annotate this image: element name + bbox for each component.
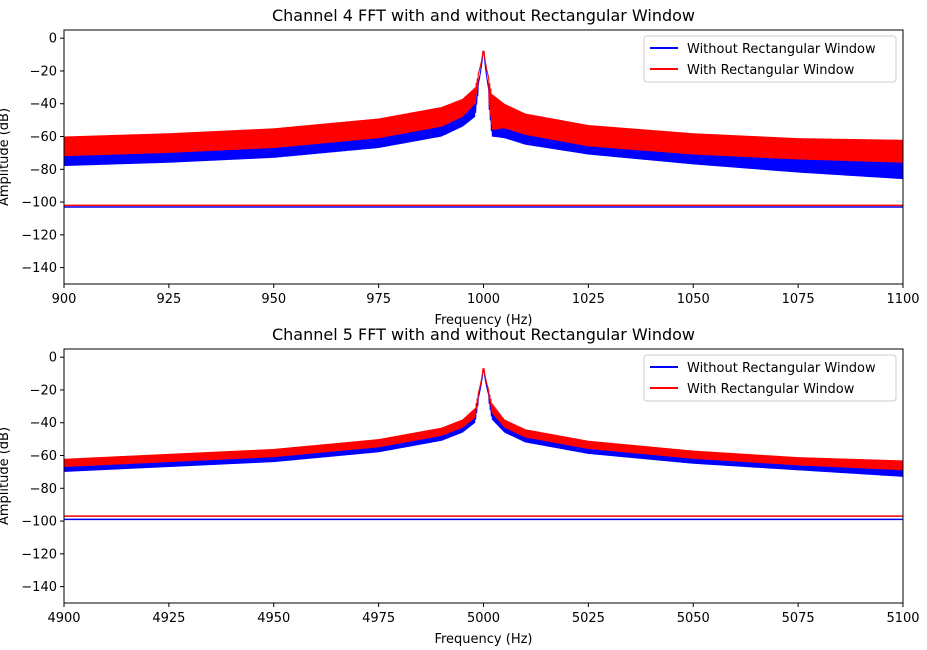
y-tick-label: 0 xyxy=(49,351,57,366)
x-tick-label: 1000 xyxy=(467,292,500,307)
series-line xyxy=(64,368,903,471)
y-axis-label: Amplitude (dB) xyxy=(0,427,12,525)
y-tick-label: −20 xyxy=(30,383,57,398)
legend-entry: With Rectangular Window xyxy=(687,63,855,78)
x-axis-label: Frequency (Hz) xyxy=(434,632,532,647)
y-tick-label: −140 xyxy=(21,261,57,276)
legend-entry: With Rectangular Window xyxy=(687,382,855,397)
x-tick-label: 5000 xyxy=(467,611,500,626)
subplot-channel-5: Channel 5 FFT with and without Rectangul… xyxy=(0,325,920,647)
y-axis-label: Amplitude (dB) xyxy=(0,108,12,206)
y-tick-label: 0 xyxy=(49,32,57,47)
y-tick-label: −120 xyxy=(21,228,57,243)
y-tick-label: −80 xyxy=(30,163,57,178)
x-tick-label: 4925 xyxy=(152,611,185,626)
x-axis-label: Frequency (Hz) xyxy=(434,313,532,328)
legend-box xyxy=(643,35,897,83)
x-tick-label: 5025 xyxy=(572,611,605,626)
subplot-channel-4: Channel 4 FFT with and without Rectangul… xyxy=(0,6,920,328)
x-tick-label: 4975 xyxy=(362,611,395,626)
series-line xyxy=(64,50,903,163)
y-tick-label: −120 xyxy=(21,547,57,562)
y-tick-label: −100 xyxy=(21,196,57,211)
chart-title: Channel 4 FFT with and without Rectangul… xyxy=(272,6,695,25)
y-tick-label: −40 xyxy=(30,97,57,112)
x-tick-label: 925 xyxy=(156,292,181,307)
x-tick-label: 5100 xyxy=(886,611,919,626)
x-tick-label: 900 xyxy=(52,292,77,307)
chart-title: Channel 5 FFT with and without Rectangul… xyxy=(272,325,695,344)
x-tick-label: 5075 xyxy=(782,611,815,626)
y-tick-label: −100 xyxy=(21,515,57,530)
x-tick-label: 1025 xyxy=(572,292,605,307)
x-tick-label: 1050 xyxy=(677,292,710,307)
y-tick-label: −80 xyxy=(30,482,57,497)
series-line xyxy=(64,369,903,477)
x-tick-label: 1075 xyxy=(782,292,815,307)
y-tick-label: −140 xyxy=(21,580,57,595)
legend-box xyxy=(643,354,897,402)
legend-entry: Without Rectangular Window xyxy=(687,42,876,57)
plot-area: 900 925 950 975 1000 1025 1050 1075 1100 0 −20 −40 −… xyxy=(21,29,920,307)
y-tick-label: −60 xyxy=(30,449,57,464)
legend: Without Rectangular Window With Rectangu… xyxy=(643,35,897,83)
x-tick-label: 4950 xyxy=(257,611,290,626)
x-tick-label: 1100 xyxy=(886,292,919,307)
legend: Without Rectangular Window With Rectangu… xyxy=(643,354,897,402)
y-tick-label: −40 xyxy=(30,416,57,431)
x-tick-label: 5050 xyxy=(677,611,710,626)
plot-area: 4900 4925 4950 4975 5000 5025 5050 5075 5100 0 −20… xyxy=(21,348,920,626)
y-tick-label: −20 xyxy=(30,64,57,79)
y-tick-label: −60 xyxy=(30,130,57,145)
x-tick-label: 975 xyxy=(366,292,391,307)
x-tick-label: 4900 xyxy=(47,611,80,626)
legend-entry: Without Rectangular Window xyxy=(687,361,876,376)
x-tick-label: 950 xyxy=(261,292,286,307)
